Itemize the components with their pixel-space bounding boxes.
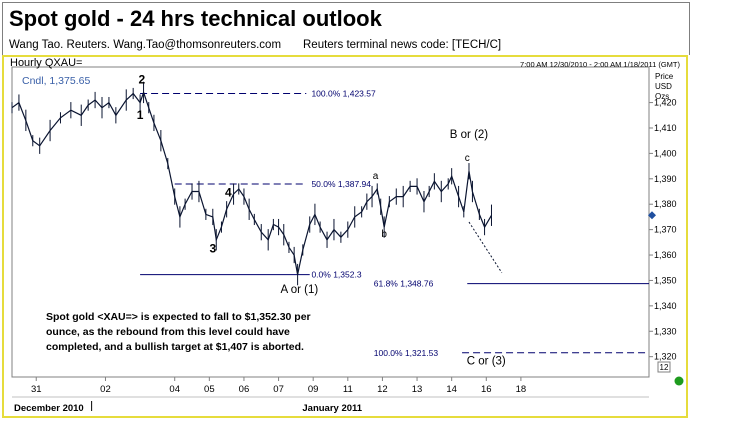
wave-label: A or (1) (280, 284, 318, 296)
ytick-label: 1,410 (654, 123, 677, 133)
wave-label: B or (2) (450, 129, 489, 141)
chart-panel: Hourly QXAU= Cndl, 1,375.65 7:00 AM 12/30/… (2, 55, 688, 418)
terminal-code: Reuters terminal news code: [TECH/C] (303, 39, 502, 51)
month-label-dec: December 2010 (14, 403, 84, 414)
page-title: Spot gold - 24 hrs technical outlook (9, 6, 382, 31)
xtick-label: 07 (273, 384, 284, 395)
byline: Wang Tao. Reuters. Wang.Tao@thomsonreute… (9, 39, 501, 51)
wave-label: a (373, 171, 379, 182)
xtick-label: 06 (239, 384, 250, 395)
xtick-label: 05 (204, 384, 215, 395)
month-label-jan: January 2011 (302, 403, 362, 414)
xtick-label: 04 (169, 384, 180, 395)
ytick-label: 1,420 (654, 98, 677, 108)
projection-line (468, 221, 503, 274)
ytick-label: 1,370 (654, 225, 677, 235)
xtick-label: 13 (412, 384, 423, 395)
level-0-label: 0.0% 1,352.3 (311, 270, 361, 280)
xtick-label: 31 (31, 384, 42, 395)
wave-label: 2 (138, 73, 145, 87)
corner-badge: 12 (660, 363, 669, 372)
date-range: 7:00 AM 12/30/2010 - 2:00 AM 1/18/2011 (… (520, 60, 680, 69)
corner-badge-box (657, 361, 671, 373)
xtick-label: 09 (308, 384, 319, 395)
level-50-label: 50.0% 1,387.94 (311, 179, 371, 189)
price-line (11, 90, 493, 275)
ytick-label: 1,400 (654, 148, 677, 158)
annotation-line: completed, and a bullish target at $1,40… (46, 341, 304, 353)
xtick-label: 12 (377, 384, 388, 395)
ytick-label: 1,360 (654, 250, 677, 260)
xtick-label: 18 (516, 384, 527, 395)
report-header: Spot gold - 24 hrs technical outlook Wan… (2, 2, 690, 55)
chart-subtitle: Cndl, 1,375.65 (22, 75, 90, 87)
ytick-label: 1,390 (654, 174, 677, 184)
xtick-label: 02 (100, 384, 111, 395)
last-price-marker (648, 211, 656, 220)
ytick-label: 1,330 (654, 326, 677, 336)
ylabel-usd: USD (655, 82, 672, 91)
annotation-line: Spot gold <XAU=> is expected to fall to … (46, 311, 311, 323)
xtick-label: 16 (481, 384, 492, 395)
wave-label: c (465, 153, 470, 164)
wave-label: b (381, 229, 387, 240)
wave-label: C or (3) (467, 355, 506, 367)
plot-area (11, 66, 650, 378)
ytick-label: 1,350 (654, 275, 677, 285)
ylabel-price: Price (655, 72, 674, 81)
ytick-label: 1,380 (654, 199, 677, 209)
ylabel-ozs: Ozs (655, 92, 669, 101)
ytick-label: 1,320 (654, 352, 677, 362)
wave-label: 1 (137, 108, 144, 122)
xtick-label: 11 (343, 384, 353, 395)
level-100-label: 100.0% 1,423.57 (311, 89, 376, 99)
wave-label: 3 (209, 241, 216, 255)
status-dot (674, 376, 684, 386)
xtick-label: 14 (446, 384, 457, 395)
level-61-8-label: 61.8% 1,348.76 (374, 279, 434, 289)
wave-label: 4 (225, 186, 232, 200)
level-100-ext-label: 100.0% 1,321.53 (374, 348, 439, 358)
price-chart[interactable]: Hourly QXAU= Cndl, 1,375.65 7:00 AM 12/30/… (4, 57, 686, 416)
annotation-line: ounce, as the rebound from this level co… (46, 326, 290, 338)
author-line: Wang Tao. Reuters. Wang.Tao@thomsonreute… (9, 39, 282, 51)
chart-title: Hourly QXAU= (10, 57, 82, 69)
ytick-label: 1,340 (654, 301, 677, 311)
